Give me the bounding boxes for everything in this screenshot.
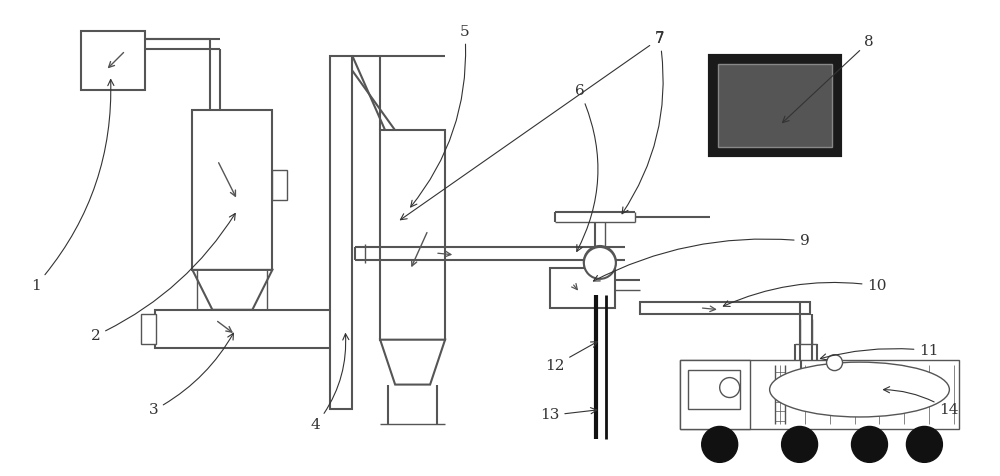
Bar <box>81 30 145 90</box>
Circle shape <box>906 426 942 462</box>
Text: 11: 11 <box>820 344 939 360</box>
Bar <box>550 268 615 308</box>
Text: 7: 7 <box>622 30 664 214</box>
Polygon shape <box>380 340 445 385</box>
Circle shape <box>584 247 616 279</box>
Bar <box>236 310 250 328</box>
Text: 6: 6 <box>575 84 598 251</box>
Text: 9: 9 <box>593 234 809 281</box>
Bar <box>340 318 350 340</box>
Text: 12: 12 <box>545 342 597 373</box>
Text: 3: 3 <box>148 333 233 417</box>
Polygon shape <box>192 270 272 310</box>
Text: 10: 10 <box>723 279 887 307</box>
Circle shape <box>720 377 740 397</box>
Text: 1: 1 <box>31 79 114 293</box>
Bar <box>680 360 959 429</box>
Text: 7: 7 <box>400 31 664 220</box>
Bar <box>710 56 840 155</box>
Text: 5: 5 <box>411 25 470 207</box>
Bar <box>272 170 287 200</box>
Bar <box>155 310 340 347</box>
Bar <box>640 302 810 314</box>
Circle shape <box>827 355 843 371</box>
Bar <box>680 360 750 429</box>
Circle shape <box>584 246 616 278</box>
Bar <box>688 370 740 409</box>
Bar <box>192 110 272 270</box>
Text: 2: 2 <box>91 214 235 343</box>
Circle shape <box>782 426 818 462</box>
Bar <box>380 130 445 340</box>
Text: 4: 4 <box>310 334 349 432</box>
Ellipse shape <box>770 362 949 417</box>
Text: 8: 8 <box>783 35 874 123</box>
Circle shape <box>702 426 738 462</box>
Text: 14: 14 <box>883 387 959 417</box>
Bar <box>718 63 832 147</box>
Circle shape <box>852 426 887 462</box>
Bar <box>214 310 232 328</box>
Bar <box>140 314 156 344</box>
Bar <box>330 56 352 409</box>
Text: 13: 13 <box>540 407 597 423</box>
